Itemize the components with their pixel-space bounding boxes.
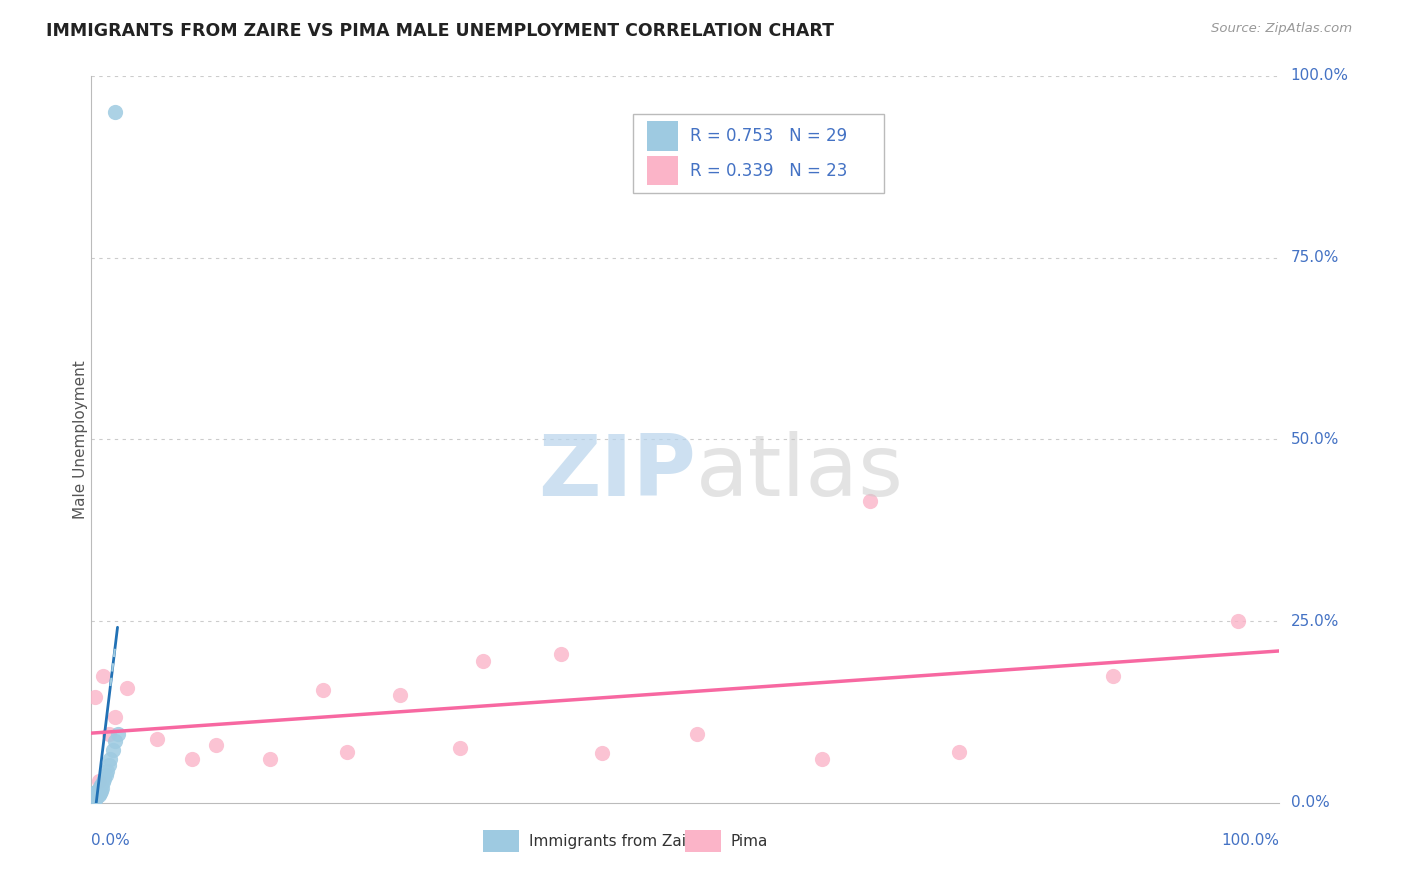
Text: ZIP: ZIP — [538, 431, 696, 515]
Point — [84, 787, 107, 801]
Point — [91, 775, 114, 789]
Point — [83, 793, 105, 807]
Point — [82, 792, 104, 806]
Point — [83, 790, 105, 805]
Point — [1102, 668, 1125, 682]
Point — [82, 794, 104, 808]
Bar — [685, 830, 721, 852]
Point — [84, 790, 107, 805]
Point — [389, 688, 412, 702]
Point — [83, 789, 105, 803]
Point — [89, 786, 111, 800]
Y-axis label: Male Unemployment: Male Unemployment — [73, 360, 87, 518]
Point — [550, 647, 572, 661]
Point — [94, 768, 117, 782]
Point — [101, 743, 124, 757]
Point — [948, 745, 970, 759]
Point — [84, 789, 107, 804]
Point — [84, 690, 107, 705]
Text: 50.0%: 50.0% — [1291, 432, 1339, 447]
Point — [115, 681, 138, 695]
Point — [336, 745, 359, 759]
Point — [93, 772, 115, 786]
Point — [91, 781, 114, 796]
Point — [90, 784, 112, 798]
Text: R = 0.339   N = 23: R = 0.339 N = 23 — [690, 161, 846, 180]
Point — [259, 752, 281, 766]
Point — [84, 785, 107, 799]
Text: atlas: atlas — [696, 431, 904, 515]
Point — [1226, 614, 1249, 628]
Point — [86, 789, 108, 804]
Point — [205, 738, 228, 752]
Point — [104, 734, 127, 748]
Point — [449, 741, 471, 756]
Text: R = 0.753   N = 29: R = 0.753 N = 29 — [690, 127, 846, 145]
Point — [87, 788, 110, 802]
Point — [96, 764, 118, 778]
Point — [312, 683, 335, 698]
Point — [858, 494, 880, 508]
Point — [181, 752, 204, 766]
Text: 0.0%: 0.0% — [1291, 796, 1329, 810]
Point — [98, 758, 121, 772]
Text: Source: ZipAtlas.com: Source: ZipAtlas.com — [1212, 22, 1353, 36]
Point — [104, 105, 127, 120]
Point — [686, 727, 709, 741]
Point — [86, 784, 108, 798]
Text: Pima: Pima — [731, 834, 768, 849]
Point — [100, 752, 122, 766]
Text: 25.0%: 25.0% — [1291, 614, 1339, 629]
Text: Immigrants from Zaire: Immigrants from Zaire — [529, 834, 702, 849]
Text: IMMIGRANTS FROM ZAIRE VS PIMA MALE UNEMPLOYMENT CORRELATION CHART: IMMIGRANTS FROM ZAIRE VS PIMA MALE UNEMP… — [46, 22, 834, 40]
Point — [472, 654, 495, 668]
Text: 100.0%: 100.0% — [1222, 833, 1279, 848]
Point — [107, 727, 129, 741]
Point — [811, 752, 834, 766]
Text: 0.0%: 0.0% — [91, 833, 131, 848]
Point — [84, 792, 107, 806]
Text: 75.0%: 75.0% — [1291, 250, 1339, 265]
Point — [90, 778, 112, 792]
Point — [145, 731, 167, 746]
Point — [91, 668, 114, 682]
Point — [87, 782, 110, 797]
Point — [98, 727, 121, 741]
Point — [89, 780, 111, 794]
Bar — [484, 830, 519, 852]
Point — [87, 774, 110, 789]
Text: 100.0%: 100.0% — [1291, 69, 1348, 83]
Point — [591, 747, 613, 761]
Point — [104, 710, 127, 724]
